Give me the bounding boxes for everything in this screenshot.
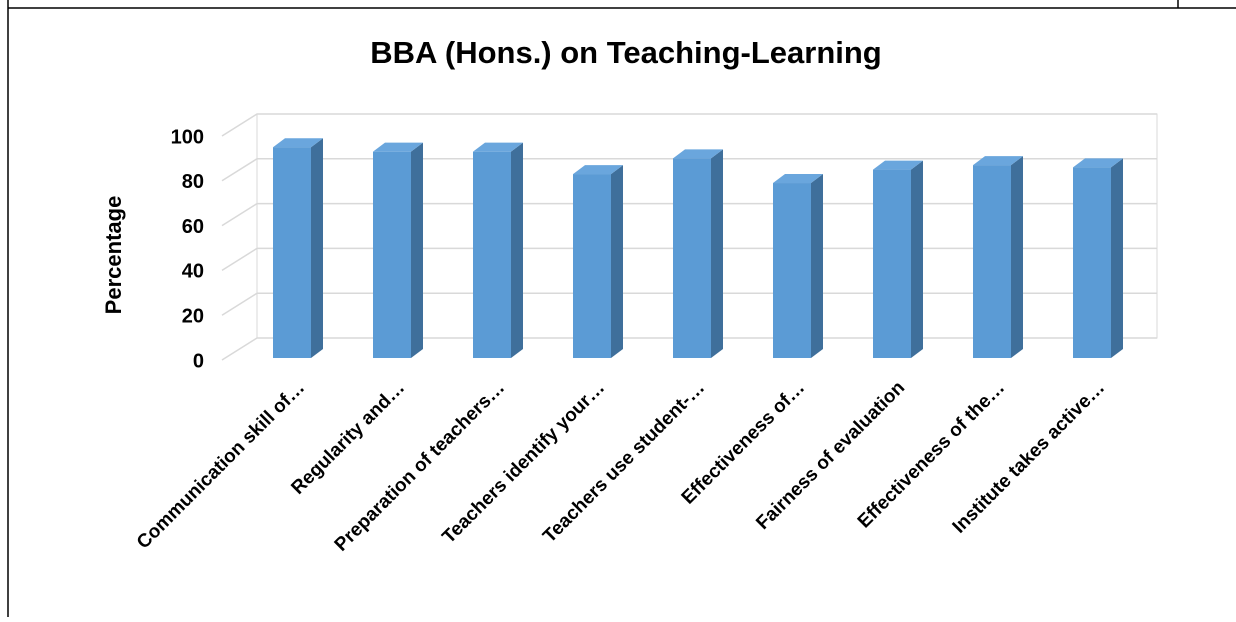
bar-side	[311, 138, 323, 358]
grid-line	[221, 202, 1157, 227]
bar-top	[573, 165, 623, 175]
bar-side	[411, 142, 423, 358]
y-axis-title: Percentage	[101, 196, 126, 315]
y-tick-label: 20	[182, 305, 204, 327]
grid-line	[221, 247, 1157, 272]
x-tick-label: Communication skill of…	[133, 377, 309, 553]
y-tick-label: 60	[182, 216, 204, 238]
bar-side	[711, 149, 723, 358]
grid-line	[221, 337, 1157, 361]
bar-top	[373, 142, 423, 152]
bar-side	[1011, 156, 1023, 358]
bar-side	[811, 174, 823, 358]
bar-side	[1111, 158, 1123, 358]
y-tick-label: 80	[182, 171, 204, 193]
chart-title: BBA (Hons.) on Teaching-Learning	[370, 35, 882, 70]
bar-side	[611, 165, 623, 358]
bar-top	[673, 149, 723, 159]
y-tick-label: 100	[171, 126, 204, 148]
bar	[273, 147, 311, 358]
bar-top	[1073, 158, 1123, 168]
bar-side	[911, 160, 923, 358]
y-tick-label: 0	[193, 350, 204, 372]
bar	[973, 165, 1011, 358]
bar-top	[873, 160, 923, 170]
bar	[673, 158, 711, 358]
x-tick-label: Teachers identify your…	[438, 377, 609, 548]
bar	[773, 183, 811, 358]
bar-top	[773, 174, 823, 184]
grid-line	[221, 158, 1157, 182]
x-tick-label: Teachers use student-…	[539, 377, 709, 547]
bar	[573, 174, 611, 358]
bar-top	[973, 156, 1023, 166]
bar	[373, 151, 411, 358]
bar-top	[473, 142, 523, 152]
bar	[1073, 167, 1111, 358]
y-tick-label: 40	[182, 261, 204, 283]
bar-top	[273, 138, 323, 148]
grid-line	[221, 113, 1157, 137]
bar	[873, 169, 911, 358]
x-tick-label: Preparation of teachers…	[331, 377, 509, 555]
grid-line	[221, 292, 1157, 316]
bar-side	[511, 142, 523, 358]
bar	[473, 151, 511, 358]
